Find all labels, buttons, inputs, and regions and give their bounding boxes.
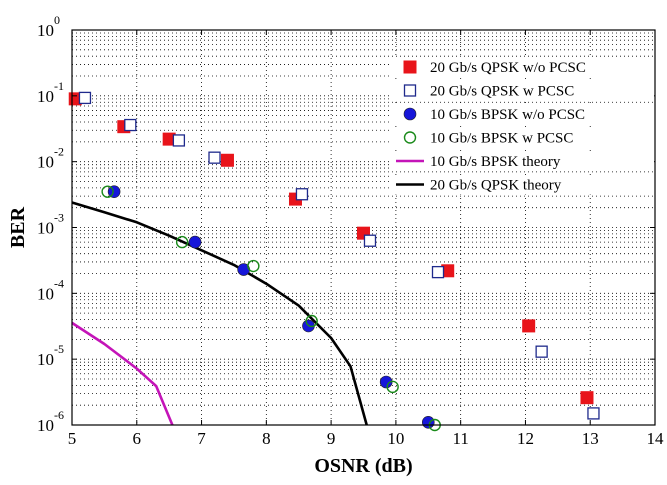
y-tick-base: 10: [37, 284, 54, 303]
x-tick-label: 11: [452, 429, 468, 448]
y-tick-exponent: 0: [54, 13, 60, 27]
point-10-gb-s-bpsk-w-o-pcsc: [107, 185, 121, 198]
point-10-gb-s-bpsk-w-pcsc: [101, 185, 114, 198]
x-axis-title: OSNR (dB): [314, 455, 412, 477]
curve-10-gb-s-bpsk-theory: [71, 321, 174, 426]
y-tick-base: 10: [37, 219, 54, 238]
legend-symbol: [403, 60, 417, 74]
y-tick-exponent: -1: [54, 79, 64, 93]
y-tick-base: 10: [37, 153, 54, 172]
y-tick-exponent: -3: [54, 211, 64, 225]
legend-row-bg: [392, 58, 654, 77]
x-tick-label: 5: [68, 429, 77, 448]
point-20-gb-s-qpsk-w-pcsc: [295, 188, 309, 201]
legend-symbol: [403, 131, 417, 144]
x-tick-label: 13: [582, 429, 599, 448]
x-tick-label: 12: [517, 429, 534, 448]
point-20-gb-s-qpsk-w-o-pcsc: [522, 319, 536, 333]
legend-label: 10 Gb/s BPSK w PCSC: [430, 131, 573, 147]
y-tick-base: 10: [37, 21, 54, 40]
axis-ticks: 5 6 7 8 9 10 11 12 13 1410010-110-210-310-410-510…: [37, 13, 664, 448]
legend-row-bg: [392, 128, 654, 148]
point-10-gb-s-bpsk-w-pcsc: [386, 380, 399, 394]
data-markers: [68, 91, 600, 432]
y-tick-base: 10: [37, 87, 54, 106]
point-20-gb-s-qpsk-w-pcsc: [172, 134, 186, 147]
y-tick-exponent: -6: [54, 408, 64, 422]
legend-symbol: [403, 107, 417, 121]
point-20-gb-s-qpsk-w-pcsc: [124, 118, 137, 132]
legend-label: 20 Gb/s QPSK w/o PCSC: [430, 60, 586, 76]
point-10-gb-s-bpsk-w-o-pcsc: [188, 235, 202, 249]
point-20-gb-s-qpsk-w-pcsc: [78, 91, 92, 105]
legend-row-bg: [392, 105, 654, 124]
x-tick-label: 7: [197, 429, 206, 448]
point-20-gb-s-qpsk-w-pcsc: [535, 345, 548, 358]
legend-row-bg: [392, 175, 654, 195]
y-axis-title: BER: [7, 206, 29, 248]
y-tick-exponent: -2: [54, 145, 64, 159]
point-10-gb-s-bpsk-w-pcsc: [175, 235, 189, 249]
point-20-gb-s-qpsk-w-o-pcsc: [580, 391, 594, 405]
legend-row-bg: [392, 81, 654, 101]
point-10-gb-s-bpsk-w-pcsc: [247, 259, 260, 273]
legend-symbol: [403, 84, 417, 97]
legend-label: 20 Gb/s QPSK w PCSC: [430, 84, 574, 100]
point-10-gb-s-bpsk-w-o-pcsc: [421, 415, 435, 429]
y-tick-exponent: -4: [54, 276, 64, 290]
point-20-gb-s-qpsk-w-pcsc: [431, 265, 445, 279]
y-tick-base: 10: [37, 416, 54, 435]
legend: 20 Gb/s QPSK w/o PCSC 20 Gb/s QPSK w PCSC…: [392, 58, 654, 195]
y-tick-exponent: -5: [54, 342, 64, 356]
legend-label: 10 Gb/s BPSK w/o PCSC: [430, 107, 585, 123]
x-tick-label: 9: [327, 429, 336, 448]
point-20-gb-s-qpsk-w-o-pcsc: [220, 153, 234, 167]
x-tick-label: 8: [262, 429, 271, 448]
x-tick-label: 6: [133, 429, 142, 448]
point-10-gb-s-bpsk-w-pcsc: [305, 314, 318, 328]
theory-curves: [71, 201, 368, 426]
point-20-gb-s-qpsk-w-pcsc: [363, 234, 377, 247]
y-tick-base: 10: [37, 350, 54, 369]
curve-20-gb-s-qpsk-theory: [71, 201, 368, 426]
legend-row-bg: [392, 152, 654, 171]
legend-label: 10 Gb/s BPSK theory: [430, 154, 561, 170]
x-tick-label: 10: [387, 429, 404, 448]
point-20-gb-s-qpsk-w-pcsc: [587, 407, 600, 420]
legend-label: 20 Gb/s QPSK theory: [430, 178, 562, 194]
point-20-gb-s-qpsk-w-pcsc: [208, 151, 221, 164]
x-tick-label: 14: [647, 429, 665, 448]
